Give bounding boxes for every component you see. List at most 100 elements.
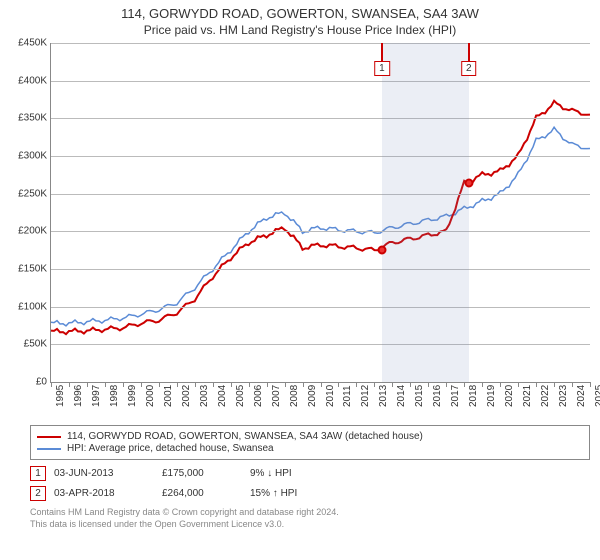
- legend-swatch-icon: [37, 448, 61, 450]
- legend-label: 114, GORWYDD ROAD, GOWERTON, SWANSEA, SA…: [67, 431, 423, 442]
- x-tick-mark: [195, 382, 196, 387]
- gridline: [51, 194, 590, 195]
- flag-badge: 1: [374, 61, 390, 76]
- gridline: [51, 118, 590, 119]
- title-block: 114, GORWYDD ROAD, GOWERTON, SWANSEA, SA…: [0, 0, 600, 39]
- y-tick-label: £0: [3, 377, 47, 388]
- legend-item: HPI: Average price, detached house, Swan…: [37, 443, 583, 454]
- gridline: [51, 81, 590, 82]
- x-tick-label: 2011: [342, 385, 353, 407]
- x-tick-label: 2015: [414, 385, 425, 407]
- x-tick-label: 2013: [378, 385, 389, 407]
- flag-badge: 2: [461, 61, 477, 76]
- x-tick-label: 1996: [73, 385, 84, 407]
- x-tick-label: 2020: [504, 385, 515, 407]
- sale-delta: 9% ↓ HPI: [250, 468, 330, 479]
- x-tick-mark: [177, 382, 178, 387]
- x-tick-mark: [285, 382, 286, 387]
- sale-badge: 1: [30, 466, 46, 481]
- gridline: [51, 307, 590, 308]
- chart-svg-icon: [51, 43, 590, 382]
- sale-marker: [464, 179, 473, 188]
- y-tick-label: £450K: [3, 38, 47, 49]
- gridline: [51, 344, 590, 345]
- x-tick-mark: [123, 382, 124, 387]
- x-tick-mark: [267, 382, 268, 387]
- x-tick-mark: [159, 382, 160, 387]
- x-tick-mark: [446, 382, 447, 387]
- sale-date: 03-JUN-2013: [54, 468, 154, 479]
- x-tick-label: 2019: [486, 385, 497, 407]
- chart-area: £0£50K£100K£150K£200K£250K£300K£350K£400…: [50, 43, 590, 383]
- footer-line2: This data is licensed under the Open Gov…: [30, 519, 590, 531]
- x-tick-mark: [87, 382, 88, 387]
- x-tick-label: 2016: [432, 385, 443, 407]
- sale-price: £175,000: [162, 468, 242, 479]
- x-tick-label: 2025: [594, 385, 600, 407]
- x-tick-mark: [410, 382, 411, 387]
- sales-table: 103-JUN-2013£175,0009% ↓ HPI203-APR-2018…: [30, 466, 590, 501]
- sale-price: £264,000: [162, 488, 242, 499]
- series-line: [51, 101, 590, 334]
- x-tick-mark: [428, 382, 429, 387]
- x-tick-label: 2001: [163, 385, 174, 407]
- x-tick-label: 1995: [55, 385, 66, 407]
- y-tick-label: £250K: [3, 188, 47, 199]
- x-tick-mark: [338, 382, 339, 387]
- x-tick-label: 2012: [360, 385, 371, 407]
- y-tick-label: £300K: [3, 151, 47, 162]
- x-tick-label: 2006: [253, 385, 264, 407]
- x-tick-label: 2022: [540, 385, 551, 407]
- x-tick-mark: [321, 382, 322, 387]
- x-tick-label: 1997: [91, 385, 102, 407]
- x-tick-label: 2002: [181, 385, 192, 407]
- y-tick-label: £50K: [3, 339, 47, 350]
- x-tick-mark: [51, 382, 52, 387]
- legend-item: 114, GORWYDD ROAD, GOWERTON, SWANSEA, SA…: [37, 431, 583, 442]
- x-tick-mark: [554, 382, 555, 387]
- shaded-region: [382, 43, 469, 382]
- gridline: [51, 43, 590, 44]
- x-tick-mark: [303, 382, 304, 387]
- x-tick-mark: [464, 382, 465, 387]
- y-tick-label: £350K: [3, 113, 47, 124]
- footer: Contains HM Land Registry data © Crown c…: [30, 507, 590, 530]
- y-tick-label: £150K: [3, 264, 47, 275]
- series-line: [51, 127, 590, 326]
- sale-row: 1 03-JUN-2013 £175,000 9% ↓ HPI: [30, 466, 590, 481]
- chart-title: 114, GORWYDD ROAD, GOWERTON, SWANSEA, SA…: [0, 6, 600, 21]
- sale-date: 03-APR-2018: [54, 488, 154, 499]
- legend-swatch-icon: [37, 436, 61, 438]
- x-tick-label: 2023: [558, 385, 569, 407]
- x-tick-mark: [392, 382, 393, 387]
- x-tick-mark: [213, 382, 214, 387]
- gridline: [51, 156, 590, 157]
- x-tick-mark: [105, 382, 106, 387]
- y-tick-label: £400K: [3, 75, 47, 86]
- x-tick-label: 2009: [307, 385, 318, 407]
- x-tick-mark: [356, 382, 357, 387]
- chart-container: 114, GORWYDD ROAD, GOWERTON, SWANSEA, SA…: [0, 0, 600, 560]
- y-tick-label: £200K: [3, 226, 47, 237]
- x-tick-label: 2014: [396, 385, 407, 407]
- x-tick-label: 2007: [271, 385, 282, 407]
- legend-label: HPI: Average price, detached house, Swan…: [67, 443, 274, 454]
- x-tick-label: 2024: [576, 385, 587, 407]
- x-tick-label: 1999: [127, 385, 138, 407]
- gridline: [51, 269, 590, 270]
- y-tick-label: £100K: [3, 301, 47, 312]
- x-tick-label: 2004: [217, 385, 228, 407]
- x-tick-label: 2000: [145, 385, 156, 407]
- x-tick-label: 2008: [289, 385, 300, 407]
- x-tick-mark: [141, 382, 142, 387]
- x-tick-label: 2010: [325, 385, 336, 407]
- chart-subtitle: Price paid vs. HM Land Registry's House …: [0, 23, 600, 37]
- footer-line1: Contains HM Land Registry data © Crown c…: [30, 507, 590, 519]
- x-tick-mark: [572, 382, 573, 387]
- x-tick-mark: [518, 382, 519, 387]
- x-tick-mark: [590, 382, 591, 387]
- legend: 114, GORWYDD ROAD, GOWERTON, SWANSEA, SA…: [30, 425, 590, 460]
- x-tick-label: 1998: [109, 385, 120, 407]
- x-tick-label: 2017: [450, 385, 461, 407]
- x-tick-label: 2005: [235, 385, 246, 407]
